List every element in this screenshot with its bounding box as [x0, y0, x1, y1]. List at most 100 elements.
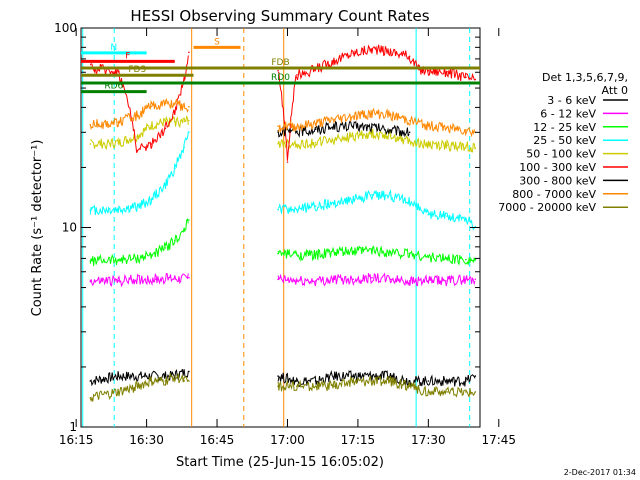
series-12-25-kev-point-17	[427, 256, 430, 259]
series-50-100-kev-point-1	[89, 143, 92, 145]
series-3-6-kev-point-15	[446, 380, 448, 382]
series-12-25-kev-point-16	[408, 252, 411, 255]
series-7000-20000-kev-point-1	[89, 397, 92, 399]
series-12-25-kev-point-3	[136, 257, 138, 260]
series-12-25-kev-line-2	[277, 245, 476, 266]
series-25-50-kev-point-16	[408, 200, 411, 203]
flag-rd6-label: RD6	[104, 82, 123, 92]
y-tick-label-2: 10	[62, 221, 77, 235]
series-7000-20000-kev-point-17	[427, 391, 430, 393]
series-50-100-kev-point-10	[296, 143, 298, 146]
series-12-25-kev-point-19	[465, 258, 467, 261]
series-7000-20000-kev-point-5	[164, 380, 167, 382]
series-25-50-kev-point-9	[277, 208, 279, 211]
series-50-100-kev-point-15	[390, 134, 392, 136]
series-12-25-kev-point-5	[164, 247, 167, 249]
series-3-6-kev-point-16	[465, 380, 467, 382]
series-50-100-kev-point-6	[174, 120, 176, 123]
series-100-300-kev-point-20	[427, 69, 430, 72]
series-800-7000-kev-point-13	[352, 115, 355, 117]
series-100-300-kev-point-15	[352, 52, 355, 54]
series-25-50-kev	[89, 131, 477, 231]
series-7000-20000-kev-point-7	[183, 380, 185, 382]
legend-item-label-9: 7000 - 20000 keV	[498, 201, 596, 214]
series-50-100-kev-line-1	[90, 115, 189, 150]
series-25-50-kev-point-15	[390, 195, 392, 197]
series-100-300-kev-point-22	[465, 76, 467, 79]
series-7000-20000-kev-point-19	[465, 391, 467, 393]
series-50-100-kev-line-2	[277, 128, 476, 153]
series-800-7000-kev-point-9	[277, 125, 279, 127]
series-6-12-kev-point-11	[352, 278, 355, 281]
series-7000-20000-kev-point-16	[408, 385, 411, 388]
series-12-25-kev-point-15	[390, 251, 392, 254]
series-7000-20000-kev-point-20	[474, 391, 477, 393]
x-tick-label-5: 17:15	[341, 433, 376, 447]
series-6-12-kev-point-2	[117, 280, 120, 282]
series-6-12-kev-line-2	[277, 272, 476, 287]
series-800-7000-kev-point-14	[371, 112, 373, 115]
series-100-300-kev-point-12	[296, 74, 298, 76]
series-800-7000-kev-point-4	[150, 105, 153, 108]
series-6-12-kev	[89, 272, 477, 288]
series-12-25-kev-point-11	[314, 254, 317, 256]
series-6-12-kev-point-4	[155, 278, 157, 281]
series-100-300-kev-line-2	[277, 44, 476, 161]
y-axis-label: Count Rate (s⁻¹ detector⁻¹)	[30, 140, 45, 317]
flag-rd0-label: RD0	[271, 73, 290, 83]
series-12-25-kev-line-1	[89, 218, 189, 267]
series-800-7000-kev-point-8	[188, 105, 190, 108]
series-50-100-kev-point-19	[465, 145, 467, 147]
series-3-6-kev-point-1	[89, 380, 92, 382]
series-7000-20000-kev-line-2	[277, 375, 476, 398]
legend-item-label-7: 300 - 800 keV	[519, 174, 596, 187]
series-50-100-kev-point-16	[408, 140, 411, 142]
series-6-12-kev-point-12	[371, 276, 373, 279]
series-3-6-kev-point-13	[408, 380, 411, 382]
series-100-300-kev-point-9	[188, 51, 190, 54]
flag-f-label: F	[125, 51, 130, 61]
series-100-300-kev-point-18	[408, 55, 411, 58]
series-12-25-kev-point-14	[371, 249, 373, 251]
legend-item-label-2: 6 - 12 keV	[540, 107, 596, 120]
series-50-100-kev-point-8	[188, 119, 190, 122]
series-12-25-kev-point-8	[188, 219, 190, 221]
series-6-12-kev-point-6	[188, 276, 190, 279]
series-7000-20000-kev-point-3	[136, 385, 138, 388]
series-6-12-kev-point-15	[427, 280, 430, 282]
series-50-100-kev-point-18	[446, 144, 448, 147]
series-50-100-kev-point-13	[352, 135, 355, 137]
series-12-25-kev-point-7	[183, 230, 185, 232]
series-12-25-kev-point-12	[333, 251, 336, 254]
series-50-100-kev-point-2	[117, 142, 120, 144]
series-25-50-kev-line-2	[277, 189, 476, 231]
y-tick-label-1: 1	[69, 420, 77, 434]
series-3-6-kev-point-9	[333, 375, 336, 377]
series-25-50-kev-point-1	[89, 209, 92, 212]
flag-fd3-label: FD3	[128, 65, 146, 75]
x-axis-label: Start Time (25-Jun-15 16:05:02)	[176, 455, 384, 470]
legend-header-line-1: Det 1,3,5,6,7,9,	[542, 71, 628, 84]
series-100-300-kev-point-23	[474, 78, 477, 81]
series-100-300-kev-line-1	[89, 55, 189, 154]
series-800-7000-kev-point-1	[89, 124, 92, 126]
series-6-12-kev-point-9	[314, 280, 317, 282]
series-50-100-kev-point-3	[136, 135, 138, 137]
series-50-100-kev-point-11	[314, 141, 317, 144]
series-3-6-kev-point-10	[352, 375, 355, 377]
x-tick-label-3: 16:45	[200, 433, 235, 447]
series-7000-20000-kev-point-11	[314, 385, 317, 388]
series-800-7000-kev-point-7	[183, 105, 185, 108]
series-7000-20000-kev-point-9	[277, 385, 279, 388]
series-800-7000-kev-point-2	[117, 121, 120, 123]
series-800-7000-kev-point-19	[465, 129, 467, 131]
series-12-25-kev-point-2	[117, 258, 120, 261]
series-12-25-kev-point-13	[352, 250, 355, 253]
series-300-800-kev-point-8	[408, 131, 411, 134]
series-25-50-kev-point-13	[352, 198, 355, 200]
series-100-300-kev-point-7	[174, 110, 176, 113]
flag-n-label: N	[110, 43, 117, 53]
series-25-50-kev-point-14	[371, 193, 373, 196]
series-300-800-kev-point-6	[371, 126, 373, 128]
